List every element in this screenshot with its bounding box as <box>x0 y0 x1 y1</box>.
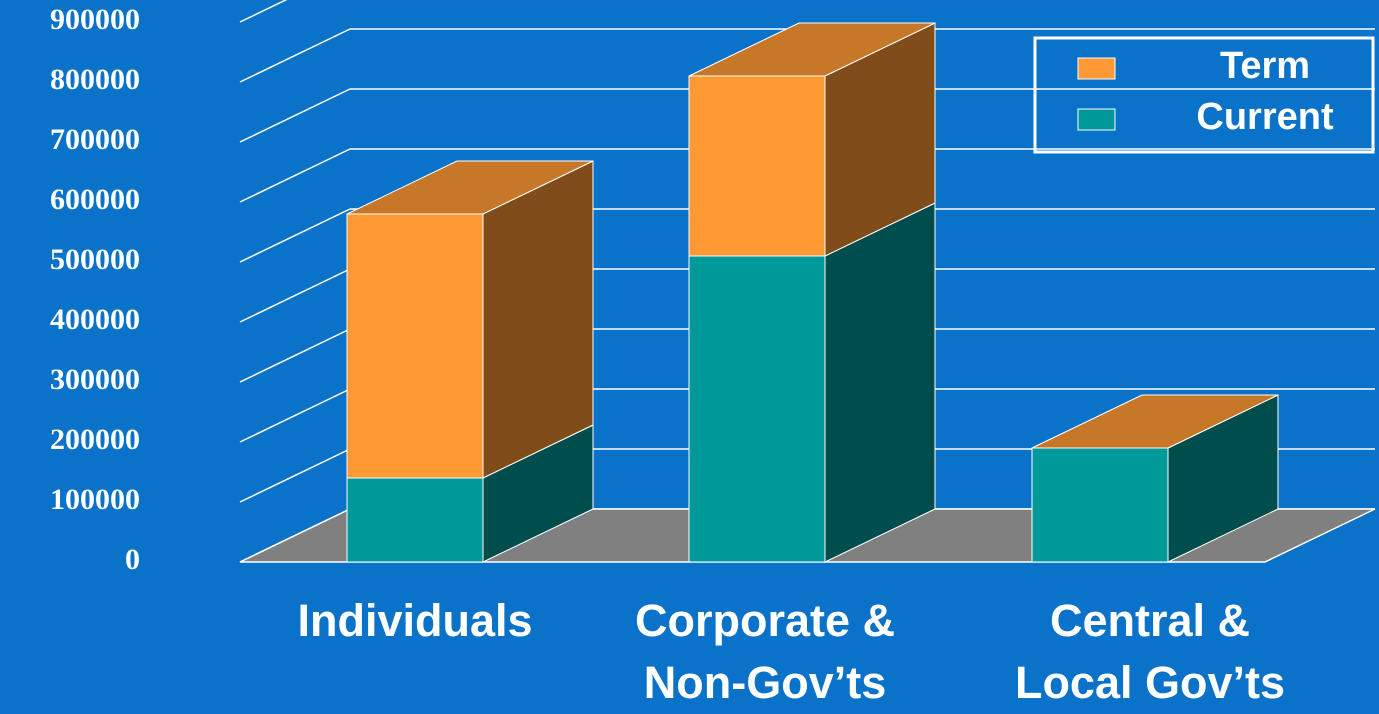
y-tick-label: 500000 <box>50 243 140 276</box>
y-tick-label: 900000 <box>50 3 140 36</box>
y-tick-label: 700000 <box>50 123 140 156</box>
bar <box>346 477 484 563</box>
legend-label: Current <box>1196 96 1334 138</box>
grid-line <box>239 328 351 383</box>
legend-label: Term <box>1220 45 1310 87</box>
y-tick-label: 800000 <box>50 63 140 96</box>
y-tick-label: 100000 <box>50 483 140 516</box>
x-tick-label: Central & Local Gov’ts <box>1014 595 1286 708</box>
grid-line <box>239 388 351 443</box>
grid-line <box>239 88 351 143</box>
bar-side <box>482 160 594 479</box>
grid-line <box>239 268 351 323</box>
y-tick-label: 200000 <box>50 423 140 456</box>
y-tick-label: 400000 <box>50 303 140 336</box>
legend-swatch <box>1077 57 1116 80</box>
bar-top <box>1031 394 1279 449</box>
bar <box>346 213 484 479</box>
x-tick-label: Corporate & Non-Gov’ts <box>634 595 896 708</box>
bar <box>688 255 826 563</box>
grid-line <box>239 28 351 83</box>
bar-top <box>346 160 594 215</box>
legend-swatch <box>1077 108 1116 131</box>
x-tick-label: Individuals <box>297 595 533 646</box>
bar-side <box>824 202 936 563</box>
y-tick-label: 0 <box>125 543 140 576</box>
grid-line <box>239 0 288 23</box>
y-tick-label: 600000 <box>50 183 140 216</box>
grid-line <box>239 448 351 503</box>
grid-line <box>239 148 351 203</box>
grid-line <box>239 208 351 263</box>
bar <box>1031 447 1169 563</box>
legend-box <box>1033 36 1375 154</box>
y-tick-label: 300000 <box>50 363 140 396</box>
bar <box>688 75 826 257</box>
legend: Term Current <box>1033 36 1375 154</box>
bar-top <box>688 22 936 77</box>
